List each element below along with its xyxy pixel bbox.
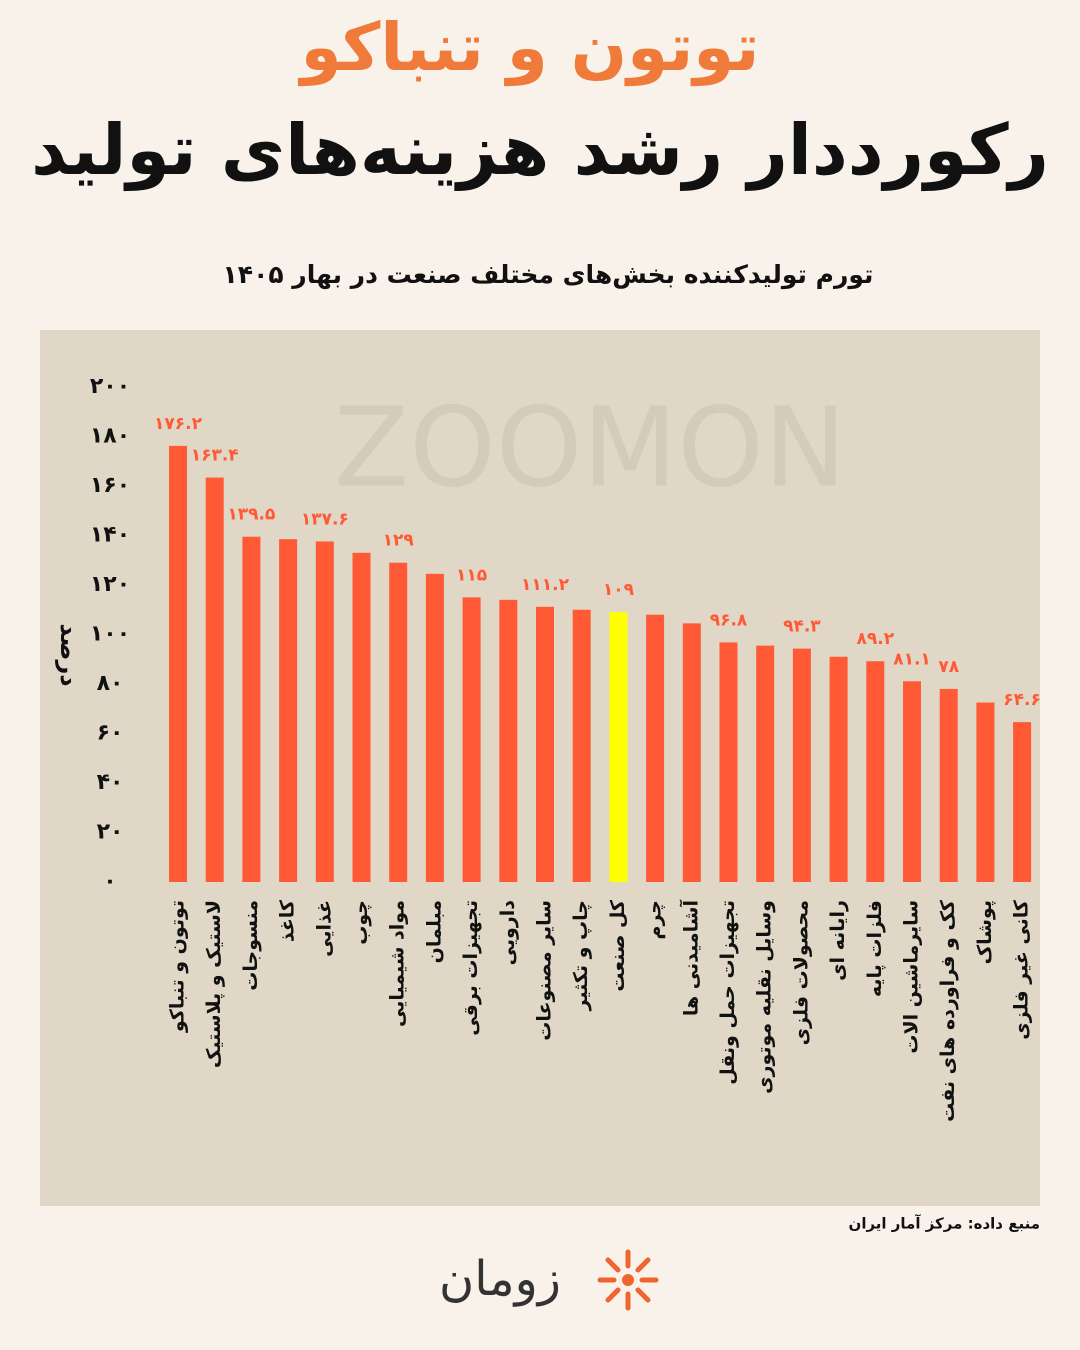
- x-tick-label: منسوجات: [240, 900, 262, 991]
- bar: [976, 702, 995, 882]
- bar: [279, 539, 298, 882]
- value-label: ۱۲۹: [383, 531, 415, 551]
- value-label: ۱۶۳.۴: [191, 446, 239, 466]
- x-tick-label: آشامیدنی ها: [678, 900, 702, 1017]
- bar: [389, 562, 408, 882]
- x-tick-label: فلزات پایه: [864, 900, 886, 997]
- logo-text: زومان: [439, 1251, 561, 1307]
- bar: [499, 599, 518, 882]
- x-tick-label: کک و فراورده های نفت: [937, 899, 959, 1122]
- watermark: ZOOMON: [334, 383, 846, 511]
- bar: [866, 661, 885, 882]
- x-tick-label: سایر مصنوعات: [534, 900, 556, 1041]
- y-tick-label: ۱۶۰: [90, 473, 130, 498]
- bar: [903, 681, 921, 882]
- source: منبع داده: مرکز آمار ایران: [849, 1215, 1040, 1233]
- value-label: ۱۷۶.۲: [154, 414, 203, 434]
- value-label: ۱۰۹: [603, 580, 635, 600]
- bar: [1013, 722, 1032, 882]
- x-tick-label: تجهیزات برقی: [460, 900, 482, 1036]
- value-label: ۱۳۹.۵: [227, 505, 275, 525]
- x-tick-label: پوشاک: [974, 900, 996, 964]
- x-tick-label: محصولات فلزی: [790, 900, 812, 1045]
- x-tick-label: چوب: [350, 900, 372, 945]
- y-tick-label: ۱۴۰: [90, 523, 130, 548]
- heading: توتون و تنباکو: [298, 9, 760, 87]
- y-tick-label: ۲۰۰: [90, 374, 130, 399]
- y-tick-label: ۱۸۰: [90, 424, 130, 449]
- value-label: ۹۴.۳: [783, 617, 821, 637]
- y-tick-label: ۸۰: [97, 671, 124, 696]
- bar: [205, 477, 224, 882]
- x-tick-label: رایانه ای: [827, 900, 849, 981]
- bar: [829, 656, 848, 882]
- bar: [352, 552, 371, 882]
- bar: [756, 645, 775, 882]
- bar: [719, 642, 738, 882]
- x-tick-label: کانی غیر فلزی: [1011, 899, 1033, 1040]
- x-tick-label: دارویی: [497, 900, 519, 966]
- y-tick-label: ۲۰: [97, 820, 124, 845]
- x-tick-label: وسایل نقلیه موتوری: [754, 900, 776, 1094]
- bar: [682, 623, 701, 882]
- x-tick-label: کل صنعت: [607, 899, 629, 992]
- value-label: ۱۱۱.۲: [521, 575, 570, 595]
- y-tick-label: ۱۰۰: [90, 622, 130, 647]
- value-label: ۷۸: [938, 657, 959, 677]
- x-tick-label: توتون و تنباکو: [167, 900, 189, 1033]
- value-label: ۱۳۷.۶: [301, 509, 349, 529]
- x-tick-label: مبلمان: [423, 900, 445, 963]
- bar: [609, 612, 628, 882]
- y-tick-label: ۱۲۰: [90, 572, 130, 597]
- subtitle: تورم تولیدکننده بخش‌های مختلف صنعت در به…: [223, 260, 874, 290]
- bar: [462, 597, 481, 882]
- y-axis-label: درصد: [55, 623, 83, 686]
- x-tick-label: چاپ و تکثیر: [570, 900, 592, 1011]
- y-tick-label: ۰: [103, 869, 116, 894]
- value-label: ۶۴.۶: [1003, 690, 1041, 710]
- bar: [939, 688, 958, 882]
- y-tick-label: ۴۰: [97, 770, 124, 795]
- value-label: ۱۱۵: [456, 565, 487, 585]
- x-tick-label: مواد شیمیایی: [387, 900, 409, 1027]
- bar: [792, 648, 811, 882]
- value-label: ۹۶.۸: [710, 610, 748, 630]
- x-tick-label: لاستیک و پلاستیک: [203, 900, 225, 1068]
- x-tick-label: غذایی: [313, 900, 335, 957]
- x-tick-label: تجهیزات حمل ونقل: [717, 900, 739, 1085]
- bar: [646, 614, 665, 882]
- value-label: ۸۱.۱: [893, 649, 931, 669]
- bar: [425, 573, 444, 882]
- value-label: ۸۹.۲: [857, 629, 895, 649]
- bar: [169, 445, 187, 882]
- bar: [315, 541, 334, 882]
- bar: [242, 536, 261, 882]
- logo-icon: [597, 1249, 659, 1311]
- y-tick-label: ۶۰: [97, 721, 124, 746]
- bar: [572, 609, 591, 882]
- x-tick-label: کاغذ: [277, 899, 299, 942]
- bar: [536, 606, 554, 882]
- x-tick-label: چرم: [644, 900, 666, 939]
- title: رکورددار رشد هزینه‌های تولید: [31, 109, 1049, 191]
- x-tick-label: سایرماشین الات: [901, 900, 923, 1054]
